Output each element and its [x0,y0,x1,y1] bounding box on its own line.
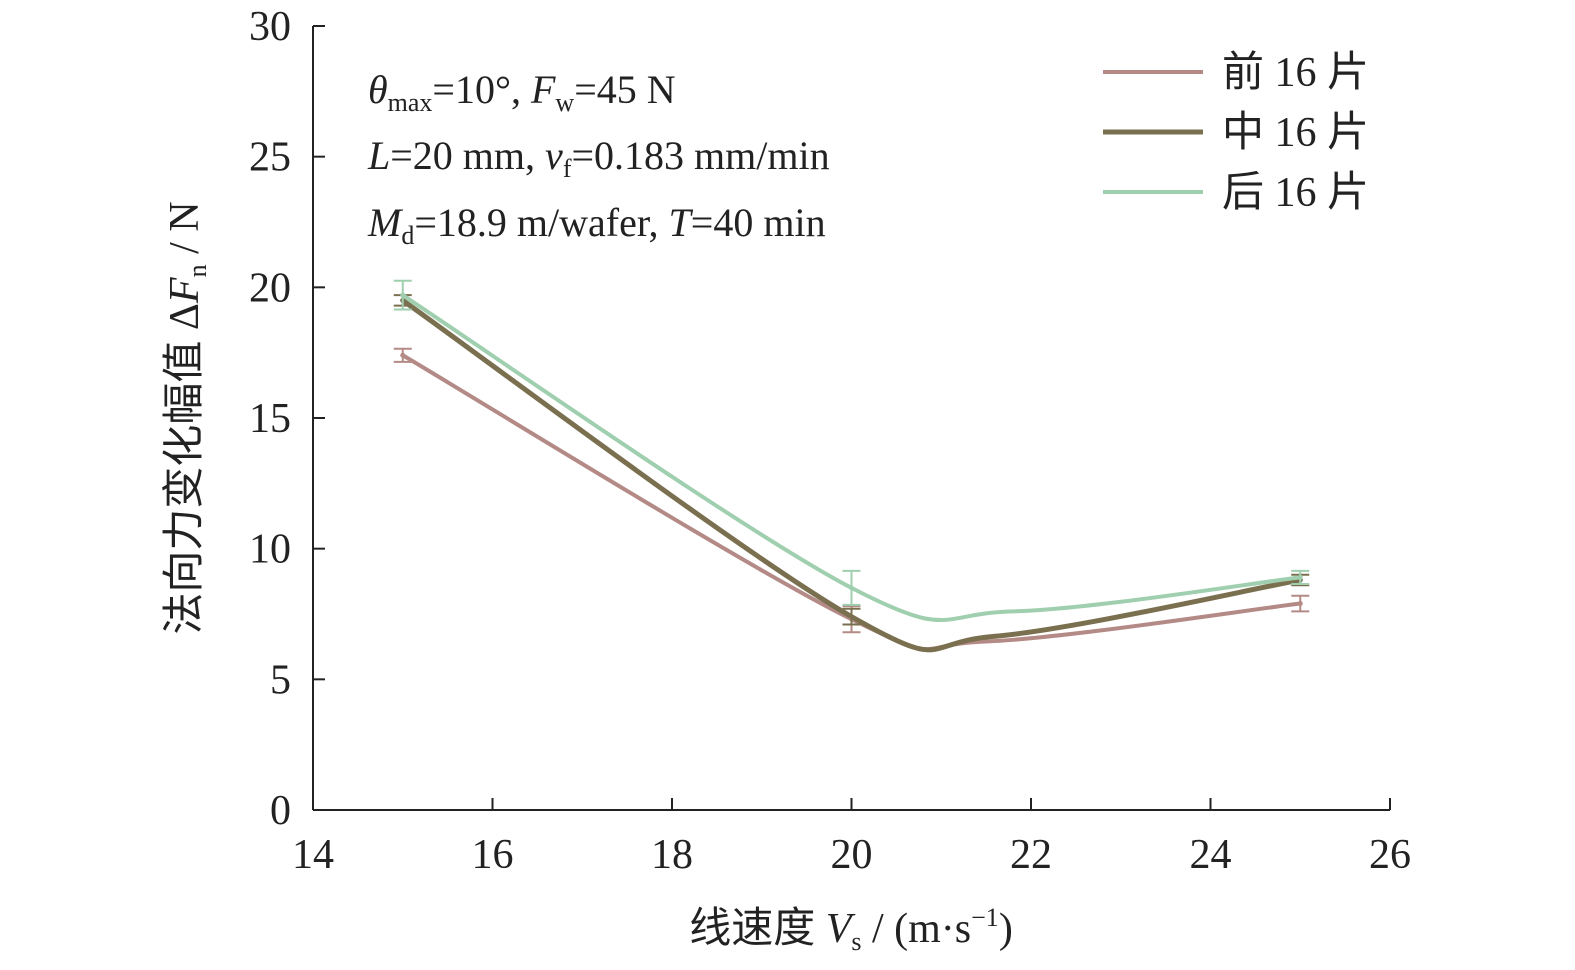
annotation-line-3: Md=18.9 m/wafer, T=40 min [367,200,826,250]
y-tick-label: 30 [249,4,291,50]
data-point [849,585,854,591]
series-line [400,293,1303,623]
y-axis-title: 法向力变化幅值 ΔFn / N [161,201,212,634]
x-tick-label: 26 [1369,832,1411,878]
x-axis-title: 线速度 Vs / (m·s−1) [689,903,1013,956]
data-point [1297,601,1303,607]
x-tick-label: 20 [831,832,873,878]
x-tick-label: 24 [1190,832,1232,878]
series-layer [393,279,1310,653]
annotation-line-1: θmax=10°, Fw=45 N [368,67,676,117]
x-tick-label: 18 [651,832,693,878]
legend-label-front: 前 16 片 [1222,50,1369,96]
legend-label-back: 后 16 片 [1222,170,1369,216]
data-point [400,292,406,298]
data-point [849,614,854,620]
y-tick-label: 25 [249,135,291,181]
y-tick-label: 15 [249,396,291,442]
x-tick-label: 14 [292,832,334,878]
legend-label-middle: 中 16 片 [1222,110,1369,156]
x-tick-label: 16 [472,832,514,878]
x-axis-ticks: 14 16 18 20 22 24 26 [292,798,1411,878]
data-point [1297,574,1303,580]
x-tick-label: 22 [1010,832,1052,878]
y-tick-label: 5 [270,657,291,703]
legend: 前 16 片 中 16 片 后 16 片 [1103,50,1369,216]
data-point [400,352,406,358]
annotation-line-2: L=20 mm, vf=0.183 mm/min [367,133,830,183]
y-axis-ticks: 0 5 10 15 20 25 30 [249,4,325,834]
y-tick-label: 20 [249,265,291,311]
series-line [400,297,1303,653]
y-tick-label: 10 [249,527,291,573]
y-tick-label: 0 [270,788,291,834]
